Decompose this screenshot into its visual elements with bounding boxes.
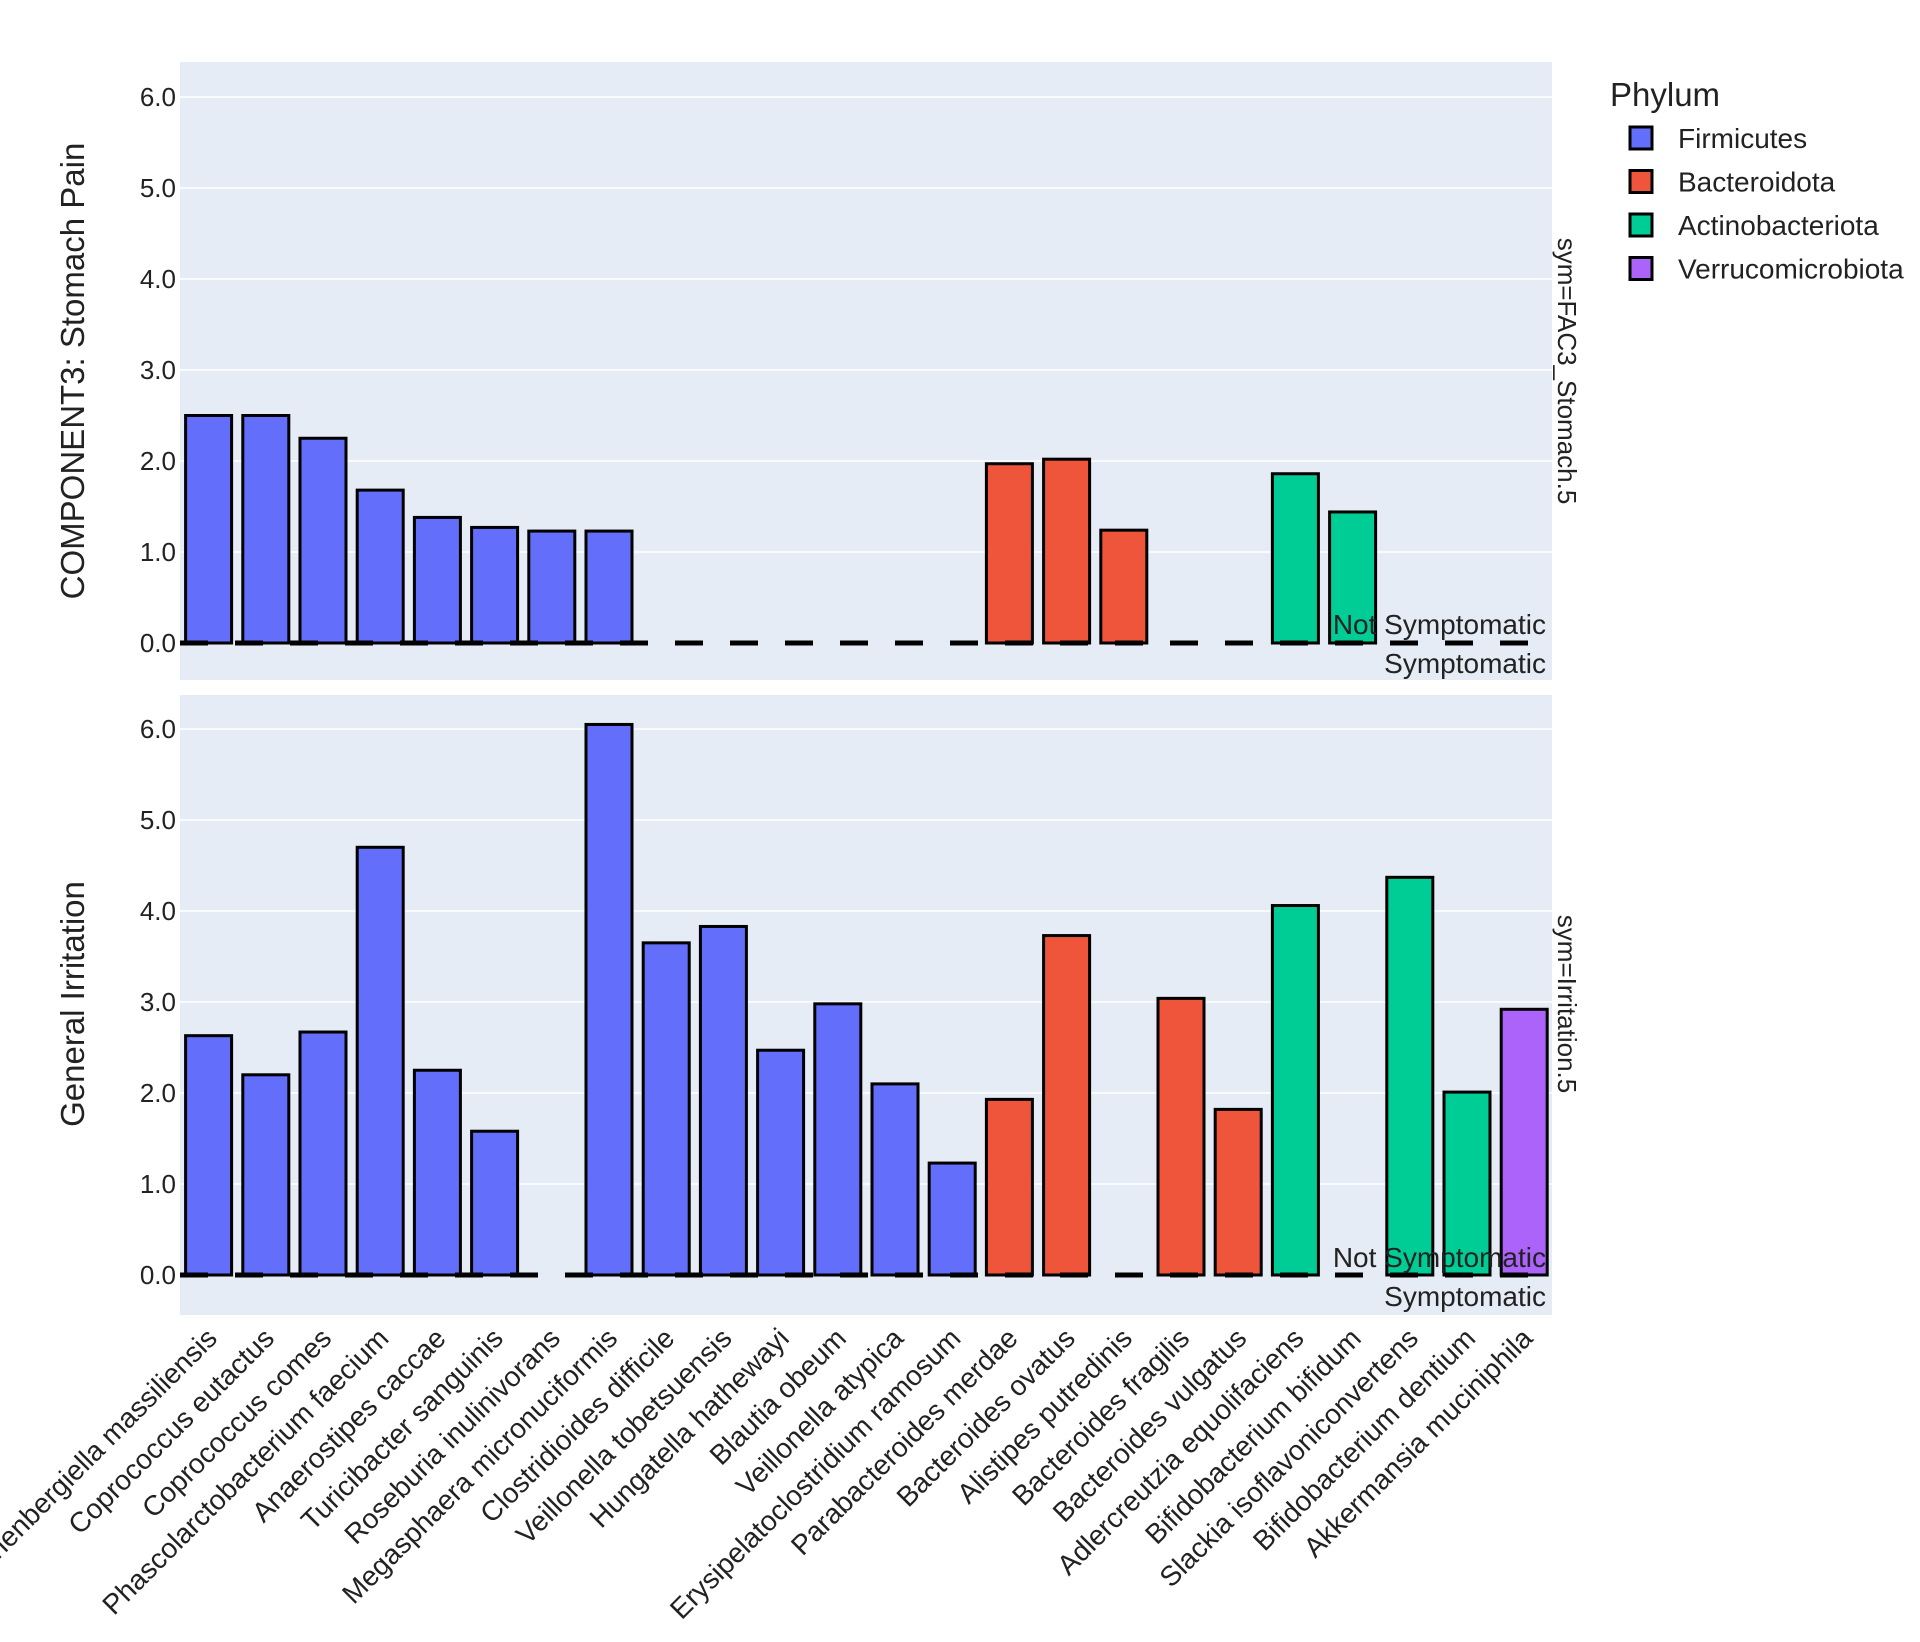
bar <box>698 924 748 1277</box>
y-tick-label: 4.0 <box>140 264 176 294</box>
y-tick-label: 0.0 <box>140 1260 176 1290</box>
bar <box>1156 996 1206 1277</box>
top-facet-label: sym=FAC3_Stomach.5 <box>1552 238 1582 505</box>
y-tick-label: 5.0 <box>140 173 176 203</box>
bar <box>1042 457 1092 645</box>
bar <box>1270 904 1320 1277</box>
y-tick-label: 4.0 <box>140 896 176 926</box>
bar <box>1213 1107 1263 1277</box>
y-tick-label: 2.0 <box>140 1078 176 1108</box>
bar <box>184 414 234 645</box>
bar <box>1385 875 1435 1277</box>
legend-swatch <box>1628 169 1654 194</box>
bar <box>756 1048 806 1277</box>
top-panel-y-ticks: 0.0 1.0 2.0 3.0 4.0 5.0 6.0 <box>140 82 176 658</box>
legend: Phylum Firmicutes Bacteroidota Actinobacte… <box>1610 76 1904 285</box>
bottom-panel-background <box>180 695 1552 1315</box>
bar <box>984 462 1034 645</box>
bottom-not-symptomatic-label: Not Symptomatic <box>1333 1242 1546 1273</box>
x-axis-category-labels: Ruthenbergiella massiliensisCoprococcus … <box>0 1322 1539 1625</box>
bar <box>527 529 577 645</box>
top-panel-gridlines <box>180 96 1552 553</box>
bar <box>184 1034 234 1277</box>
bar <box>355 845 405 1277</box>
y-tick-label: 2.0 <box>140 446 176 476</box>
bar <box>298 1030 348 1277</box>
y-tick-label: 6.0 <box>140 714 176 744</box>
bar <box>470 1129 520 1277</box>
y-tick-label: 0.0 <box>140 628 176 658</box>
legend-swatch <box>1628 212 1654 238</box>
bar <box>584 529 634 645</box>
bottom-facet-label: sym=Irritation.5 <box>1552 915 1582 1093</box>
legend-label: Verrucomicrobiota <box>1678 254 1904 285</box>
bar <box>1270 472 1320 645</box>
legend-label: Firmicutes <box>1678 123 1807 154</box>
bar <box>470 525 520 645</box>
bar <box>984 1097 1034 1277</box>
bar <box>641 941 691 1277</box>
y-tick-label: 5.0 <box>140 805 176 835</box>
bar <box>241 414 291 645</box>
top-not-symptomatic-label: Not Symptomatic <box>1333 609 1546 640</box>
top-y-axis-title: COMPONENT3: Stomach Pain <box>54 143 91 600</box>
bar <box>412 515 462 645</box>
bar <box>1099 528 1149 645</box>
legend-swatch <box>1628 256 1654 281</box>
bar <box>241 1073 291 1277</box>
legend-label: Actinobacteriota <box>1678 210 1879 241</box>
top-panel-background <box>180 62 1552 680</box>
bar <box>584 722 634 1277</box>
y-tick-label: 1.0 <box>140 1169 176 1199</box>
legend-label: Bacteroidota <box>1678 167 1836 198</box>
bar <box>1328 510 1378 645</box>
bar <box>870 1082 920 1277</box>
bar <box>412 1068 462 1277</box>
bar <box>927 1161 977 1277</box>
bar <box>355 488 405 645</box>
bottom-symptomatic-label: Symptomatic <box>1384 1281 1546 1312</box>
bar <box>1042 934 1092 1277</box>
legend-swatch <box>1628 125 1654 151</box>
bottom-panel-gridlines <box>180 728 1552 1185</box>
legend-items: Firmicutes Bacteroidota Actinobacteriota Ve… <box>1628 123 1904 285</box>
bar <box>298 436 348 645</box>
bottom-y-axis-title: General Irritation <box>54 881 91 1127</box>
y-tick-label: 6.0 <box>140 82 176 112</box>
y-tick-label: 1.0 <box>140 537 176 567</box>
legend-title: Phylum <box>1610 76 1720 113</box>
top-panel-bars <box>184 414 1378 645</box>
bottom-panel-bars <box>184 722 1549 1277</box>
top-symptomatic-label: Symptomatic <box>1384 648 1546 679</box>
y-tick-label: 3.0 <box>140 987 176 1017</box>
y-tick-label: 3.0 <box>140 355 176 385</box>
bar <box>1499 1007 1549 1277</box>
bottom-panel-y-ticks: 0.0 1.0 2.0 3.0 4.0 5.0 6.0 <box>140 714 176 1290</box>
bar <box>813 1002 863 1277</box>
